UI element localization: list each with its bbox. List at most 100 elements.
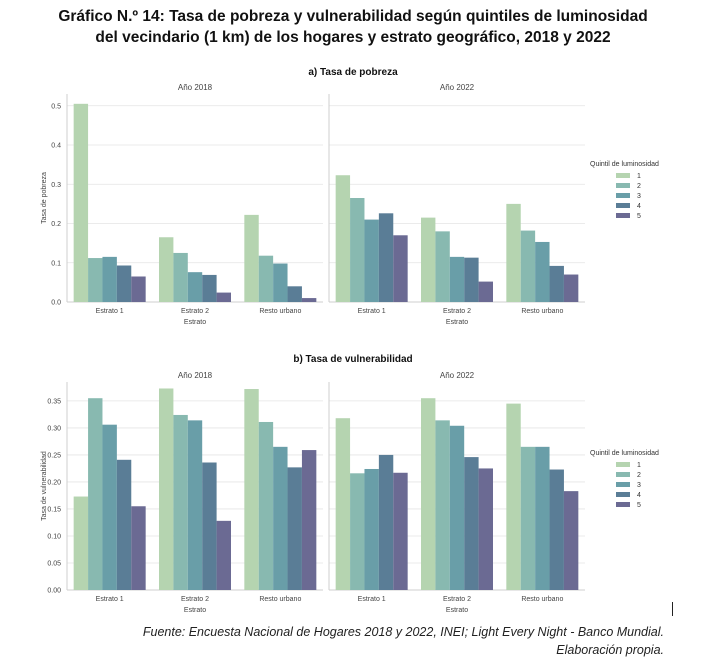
- poverty-bar-1-0-0: [335, 175, 351, 302]
- poverty-bar-1-0-3: [378, 213, 394, 302]
- vulnerability-bar-1-0-3: [378, 454, 394, 590]
- poverty-bar-1-1-4: [478, 281, 493, 302]
- vulnerability-ytick-label: 0.30: [47, 425, 61, 432]
- poverty-bar-0-1-0: [159, 237, 174, 302]
- vulnerability-xtick-label: Estrato 2: [181, 596, 209, 603]
- poverty-panel-title-1: Año 2022: [440, 83, 475, 92]
- vulnerability-ytick-label: 0.15: [47, 506, 61, 513]
- vulnerability-bar-0-2-1: [258, 421, 274, 590]
- poverty-bar-1-2-0: [506, 203, 521, 302]
- poverty-ytick-label: 0.3: [51, 182, 61, 189]
- vulnerability-bar-1-0-4: [393, 472, 408, 590]
- poverty-subtitle: a) Tasa de pobreza: [308, 67, 398, 78]
- vulnerability-legend-label-1: 1: [637, 462, 641, 469]
- poverty-xtick-label: Resto urbano: [259, 308, 301, 315]
- chart-title: Gráfico N.º 14: Tasa de pobreza y vulner…: [0, 6, 706, 48]
- vulnerability-bar-0-0-2: [102, 424, 117, 590]
- source-note: Fuente: Encuesta Nacional de Hogares 201…: [142, 625, 664, 639]
- poverty-bar-1-2-1: [520, 230, 536, 302]
- vulnerability-y-axis-label: Tasa de vulnerabilidad: [41, 451, 48, 521]
- vulnerability-bar-0-2-0: [244, 389, 259, 590]
- poverty-bar-1-2-2: [535, 241, 550, 302]
- vulnerability-x-axis-label: Estrato: [446, 607, 468, 614]
- vulnerability-ytick-label: 0.05: [47, 560, 61, 567]
- vulnerability-bar-1-1-1: [435, 420, 450, 590]
- poverty-xtick-label: Resto urbano: [521, 308, 563, 315]
- poverty-bar-0-1-3: [202, 274, 217, 302]
- poverty-xtick-label: Estrato 1: [96, 308, 124, 315]
- poverty-ytick-label: 0.2: [51, 221, 61, 228]
- vulnerability-xtick-label: Resto urbano: [259, 596, 301, 603]
- vulnerability-ytick-label: 0.20: [47, 479, 61, 486]
- poverty-bar-0-2-2: [273, 263, 288, 302]
- poverty-bar-0-0-3: [116, 265, 132, 302]
- poverty-panel-title-0: Año 2018: [178, 83, 213, 92]
- poverty-bar-1-1-2: [449, 256, 465, 302]
- poverty-legend-label-2: 2: [637, 183, 641, 190]
- vulnerability-bar-0-0-1: [88, 398, 103, 590]
- vulnerability-panel-title-1: Año 2022: [440, 371, 475, 380]
- vulnerability-bar-0-1-1: [173, 414, 188, 590]
- vulnerability-bar-1-2-4: [563, 491, 579, 590]
- poverty-bar-1-0-1: [350, 198, 365, 302]
- vulnerability-ytick-label: 0.00: [47, 588, 61, 595]
- poverty-y-axis-label: Tasa de pobreza: [41, 172, 48, 224]
- poverty-legend-swatch-3: [616, 193, 630, 198]
- chart-title-line-1: Gráfico N.º 14: Tasa de pobreza y vulner…: [58, 8, 648, 25]
- poverty-x-axis-label: Estrato: [446, 319, 468, 326]
- poverty-bar-0-0-2: [102, 256, 117, 302]
- poverty-bar-0-1-4: [216, 292, 231, 302]
- vulnerability-bar-0-1-4: [216, 520, 231, 590]
- vulnerability-bar-1-1-2: [449, 425, 465, 590]
- vulnerability-legend-label-3: 3: [637, 482, 641, 489]
- poverty-bar-0-1-1: [173, 252, 188, 302]
- vulnerability-bar-1-2-3: [549, 469, 564, 590]
- poverty-legend-swatch-5: [616, 213, 630, 218]
- poverty-bar-1-2-4: [563, 274, 579, 302]
- vulnerability-bar-1-1-4: [478, 468, 493, 590]
- vulnerability-x-axis-label: Estrato: [184, 607, 206, 614]
- poverty-bar-1-0-2: [364, 219, 379, 302]
- vulnerability-subtitle: b) Tasa de vulnerabilidad: [293, 354, 412, 365]
- vulnerability-bar-0-1-2: [187, 420, 203, 590]
- chart-title-line-2: del vecindario (1 km) de los hogares y e…: [95, 29, 611, 46]
- vulnerability-legend-swatch-2: [616, 472, 630, 477]
- vulnerability-bar-1-0-0: [335, 418, 351, 590]
- poverty-bar-0-0-4: [131, 276, 146, 302]
- vulnerability-legend-label-2: 2: [637, 472, 641, 479]
- vulnerability-bar-1-0-2: [364, 468, 379, 590]
- poverty-xtick-label: Estrato 2: [443, 308, 471, 315]
- poverty-bar-0-2-4: [301, 298, 317, 302]
- poverty-x-axis-label: Estrato: [184, 319, 206, 326]
- vulnerability-bar-0-2-4: [301, 450, 317, 590]
- poverty-legend-title: Quintil de luminosidad: [590, 161, 659, 168]
- poverty-ytick-label: 0.4: [51, 143, 61, 150]
- vulnerability-xtick-label: Resto urbano: [521, 596, 563, 603]
- poverty-legend-label-1: 1: [637, 173, 641, 180]
- vulnerability-xtick-label: Estrato 1: [96, 596, 124, 603]
- poverty-xtick-label: Estrato 1: [358, 308, 386, 315]
- poverty-ytick-label: 0.0: [51, 300, 61, 307]
- poverty-bar-1-0-4: [393, 235, 408, 302]
- vulnerability-xtick-label: Estrato 1: [358, 596, 386, 603]
- poverty-bar-1-1-0: [421, 217, 436, 302]
- poverty-bar-0-2-1: [258, 255, 274, 302]
- vulnerability-legend-swatch-5: [616, 502, 630, 507]
- vulnerability-bar-0-1-3: [202, 462, 217, 590]
- vulnerability-bar-1-2-2: [535, 446, 550, 590]
- vulnerability-ytick-label: 0.35: [47, 398, 61, 405]
- text-cursor: [672, 602, 673, 616]
- vulnerability-ytick-label: 0.10: [47, 533, 61, 540]
- poverty-legend-swatch-2: [616, 183, 630, 188]
- poverty-legend-swatch-4: [616, 203, 630, 208]
- vulnerability-bar-0-0-4: [131, 506, 146, 590]
- poverty-bar-0-2-3: [287, 286, 302, 302]
- vulnerability-xtick-label: Estrato 2: [443, 596, 471, 603]
- vulnerability-legend-title: Quintil de luminosidad: [590, 450, 659, 457]
- vulnerability-legend-swatch-1: [616, 462, 630, 467]
- vulnerability-bar-0-2-3: [287, 467, 302, 590]
- vulnerability-bar-0-0-0: [73, 496, 89, 590]
- poverty-legend-label-4: 4: [637, 203, 641, 210]
- poverty-bar-1-2-3: [549, 265, 564, 302]
